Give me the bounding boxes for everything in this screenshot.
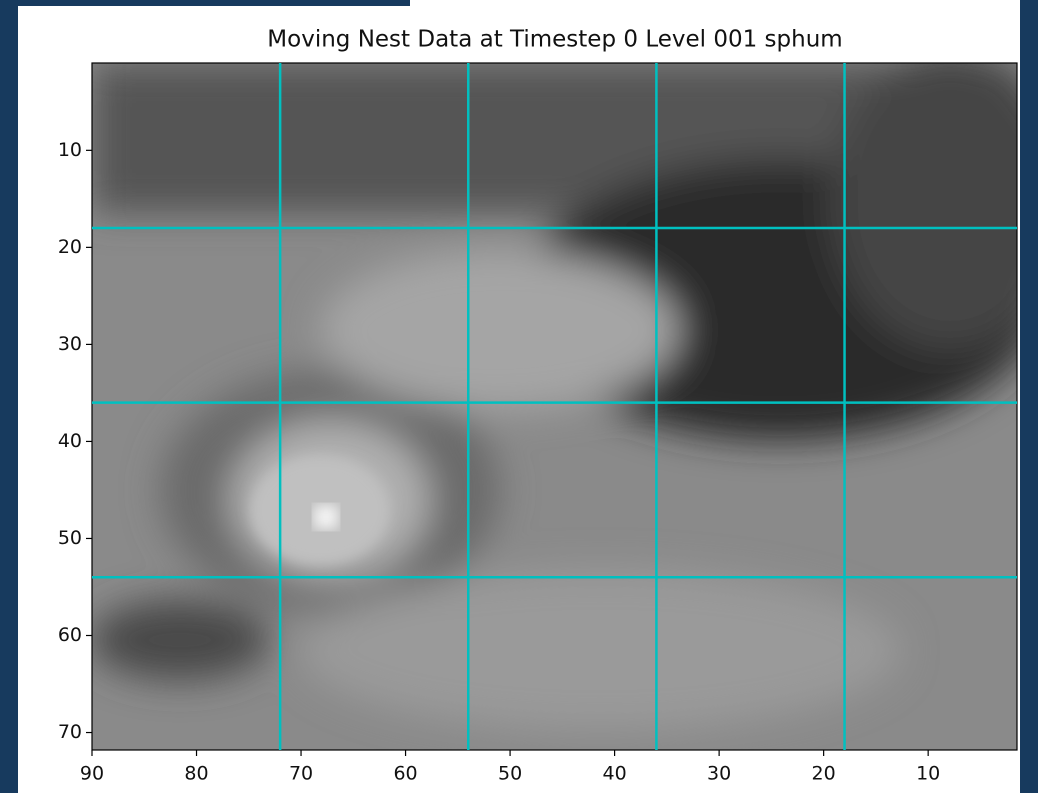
x-tick-label: 40: [603, 763, 627, 785]
x-tick-label: 10: [916, 763, 940, 785]
y-tick-label: 20: [58, 236, 82, 258]
axes-frame: [91, 62, 1018, 751]
y-tick-label: 50: [58, 527, 82, 549]
x-tick-label: 60: [393, 763, 417, 785]
y-tick-label: 60: [58, 624, 82, 646]
x-tick-label: 20: [812, 763, 836, 785]
y-tick-label: 30: [58, 333, 82, 355]
x-tick-label: 70: [289, 763, 313, 785]
x-tick-label: 50: [498, 763, 522, 785]
y-tick-label: 10: [58, 139, 82, 161]
y-tick-label: 70: [58, 721, 82, 743]
x-tick-label: 80: [184, 763, 208, 785]
y-tick-label: 40: [58, 430, 82, 452]
chart-title: Moving Nest Data at Timestep 0 Level 001…: [267, 27, 842, 53]
x-tick-label: 30: [707, 763, 731, 785]
x-tick-label: 90: [80, 763, 104, 785]
frame: [0, 0, 410, 6]
image-field: [92, 63, 1017, 750]
